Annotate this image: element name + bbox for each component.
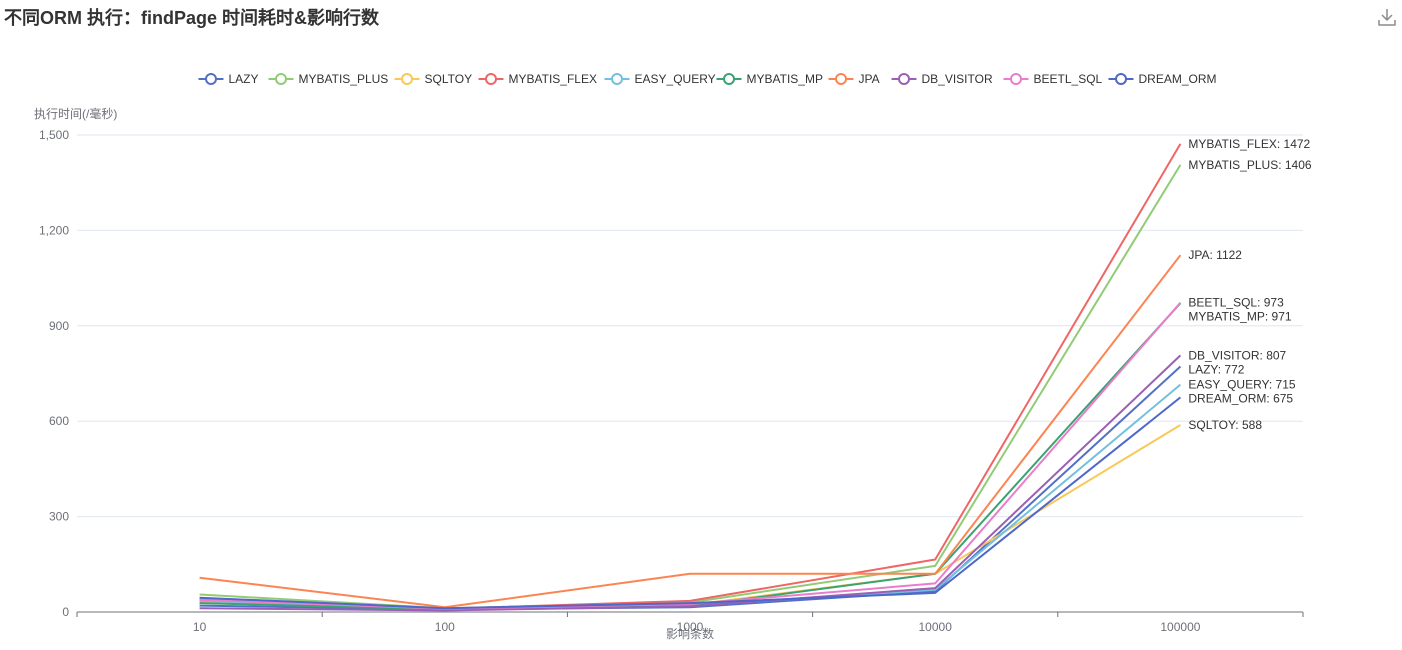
series-line-mybatis-flex <box>199 143 1182 610</box>
legend-circle-icon <box>205 73 217 85</box>
end-label-mybatis-plus: MYBATIS_PLUS: 1406 <box>1188 158 1311 172</box>
legend-item-jpa[interactable]: JPA <box>828 72 880 86</box>
download-icon[interactable] <box>1376 6 1398 28</box>
legend-circle-icon <box>611 73 623 85</box>
y-tick-label: 600 <box>49 414 69 428</box>
end-label-jpa: JPA: 1122 <box>1188 248 1242 262</box>
legend[interactable]: LAZY MYBATIS_PLUS SQLTOY MYBATIS_FLEX EASY_Q… <box>198 72 1217 86</box>
end-label-dream-orm: DREAM_ORM: 675 <box>1188 392 1293 406</box>
x-tick-label: 10 <box>193 620 207 634</box>
legend-item-sqltoy[interactable]: SQLTOY <box>394 72 473 86</box>
series-line-db-visitor <box>199 354 1182 612</box>
end-label-lazy: LAZY: 772 <box>1188 362 1244 376</box>
series-line-easy-query <box>199 383 1182 610</box>
series-line-mybatis-mp <box>199 302 1182 611</box>
series-line-dream-orm <box>199 396 1182 610</box>
legend-label: DREAM_ORM <box>1139 72 1217 86</box>
legend-circle-icon <box>898 73 910 85</box>
x-axis: 10 100 1000 10000 100000 <box>76 611 1304 634</box>
series-lines <box>199 143 1182 612</box>
legend-item-db-visitor[interactable]: DB_VISITOR <box>891 72 993 86</box>
series-line-beetl-sql <box>199 301 1182 610</box>
end-label-mybatis-mp: MYBATIS_MP: 971 <box>1188 310 1291 324</box>
x-tick-label: 10000 <box>919 620 953 634</box>
legend-circle-icon <box>723 73 735 85</box>
y-tick-label: 0 <box>62 605 69 619</box>
legend-item-dream-orm[interactable]: DREAM_ORM <box>1108 72 1217 86</box>
legend-item-mybatis-mp[interactable]: MYBATIS_MP <box>716 72 823 86</box>
end-label-db-visitor: DB_VISITOR: 807 <box>1188 348 1286 362</box>
legend-label: JPA <box>859 72 880 86</box>
legend-item-mybatis-plus[interactable]: MYBATIS_PLUS <box>268 72 389 86</box>
legend-item-easy-query[interactable]: EASY_QUERY <box>604 72 716 86</box>
end-labels: MYBATIS_FLEX: 1472 MYBATIS_PLUS: 1406 JPA:… <box>1188 137 1311 432</box>
end-label-easy-query: EASY_QUERY: 715 <box>1188 378 1296 392</box>
legend-label: DB_VISITOR <box>922 72 993 86</box>
end-label-mybatis-flex: MYBATIS_FLEX: 1472 <box>1188 137 1310 151</box>
legend-circle-icon <box>835 73 847 85</box>
legend-item-mybatis-flex[interactable]: MYBATIS_FLEX <box>478 72 597 86</box>
grid-lines: 0 300 600 900 1,200 1,500 <box>39 128 1303 619</box>
legend-circle-icon <box>485 73 497 85</box>
legend-circle-icon <box>1115 73 1127 85</box>
x-tick-label: 100000 <box>1160 620 1200 634</box>
legend-circle-icon <box>1010 73 1022 85</box>
y-tick-label: 1,200 <box>39 223 69 237</box>
legend-label: BEETL_SQL <box>1034 72 1103 86</box>
legend-label: LAZY <box>229 72 259 86</box>
chart-title: 不同ORM 执行：findPage 时间耗时&影响行数 <box>4 8 380 28</box>
y-tick-label: 300 <box>49 510 69 524</box>
legend-label: MYBATIS_PLUS <box>299 72 389 86</box>
end-label-beetl-sql: BEETL_SQL: 973 <box>1188 296 1284 310</box>
legend-circle-icon <box>401 73 413 85</box>
y-tick-label: 900 <box>49 319 69 333</box>
x-tick-label: 1000 <box>677 620 704 634</box>
legend-item-lazy[interactable]: LAZY <box>198 72 259 86</box>
legend-label: EASY_QUERY <box>635 72 716 86</box>
y-axis-title: 执行时间(/毫秒) <box>34 106 117 121</box>
y-tick-label: 1,500 <box>39 128 69 142</box>
series-line-mybatis-plus <box>199 164 1182 610</box>
legend-label: MYBATIS_MP <box>747 72 823 86</box>
x-tick-label: 100 <box>435 620 455 634</box>
end-label-sqltoy: SQLTOY: 588 <box>1188 418 1262 432</box>
legend-label: MYBATIS_FLEX <box>509 72 597 86</box>
legend-item-beetl-sql[interactable]: BEETL_SQL <box>1003 72 1103 86</box>
series-line-jpa <box>199 254 1182 609</box>
x-axis-title: 影响条数 <box>666 626 714 641</box>
legend-label: SQLTOY <box>425 72 473 86</box>
legend-circle-icon <box>275 73 287 85</box>
